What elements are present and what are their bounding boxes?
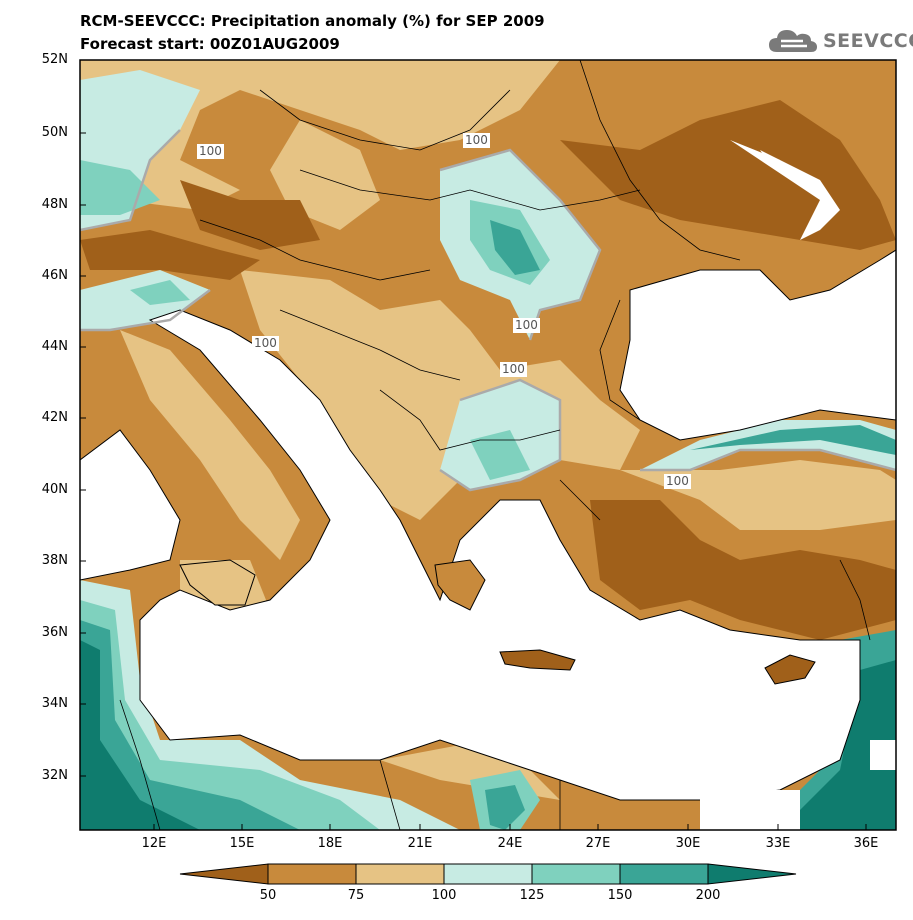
- region-wet: [470, 430, 530, 480]
- colorbar-label: 100: [431, 888, 457, 903]
- region-very-wet: [80, 620, 300, 830]
- contour-label: 100: [513, 318, 540, 333]
- colorbar-label: 50: [259, 888, 277, 903]
- region-slightly-dry: [240, 270, 640, 520]
- contour-label: 100: [197, 144, 224, 159]
- peloponnese: [434, 559, 486, 611]
- region-very-wet: [485, 785, 525, 830]
- colorbar-seg-6: [707, 863, 797, 885]
- map-frame: [79, 59, 897, 831]
- tyrrhenian-sea: [80, 429, 181, 581]
- colorbar-label: 150: [607, 888, 633, 903]
- colorbar-seg-0: [179, 863, 269, 885]
- sicily: [179, 559, 256, 606]
- region-very-dry: [180, 180, 320, 250]
- lat-label: 36N: [41, 625, 68, 640]
- missing-data-patch: [870, 740, 896, 770]
- lon-label: 33E: [765, 836, 791, 851]
- lat-label: 44N: [41, 339, 68, 354]
- region-very-wet: [490, 220, 540, 275]
- lat-label: 32N: [41, 768, 68, 783]
- lat-label: 40N: [41, 482, 68, 497]
- lon-label: 36E: [853, 836, 879, 851]
- lon-label: 21E: [407, 836, 433, 851]
- colorbar-label: 125: [519, 888, 545, 903]
- country-borders: [119, 60, 871, 830]
- lon-label: 27E: [585, 836, 611, 851]
- contour-100: [80, 129, 896, 492]
- region-wet: [80, 600, 380, 830]
- lat-label: 38N: [41, 553, 68, 568]
- logo-text: SEEVCCC: [823, 30, 913, 52]
- region-wet: [80, 160, 160, 215]
- mediterranean-sea: [139, 309, 861, 801]
- colorbar-seg-3: [443, 863, 533, 885]
- region-slightly-dry: [120, 330, 300, 560]
- black-sea: [619, 249, 896, 441]
- lon-label: 24E: [497, 836, 523, 851]
- colorbar-label: 200: [695, 888, 721, 903]
- contour-label: 100: [252, 336, 279, 351]
- contour-label: 100: [664, 474, 691, 489]
- colorbar-seg-5: [619, 863, 709, 885]
- lat-label: 50N: [41, 125, 68, 140]
- colorbar-seg-2: [355, 863, 445, 885]
- missing-data-patch: [760, 150, 780, 165]
- forecast-start-label: Forecast start: 00Z01AUG2009: [80, 35, 340, 53]
- region-very-dry: [560, 100, 896, 250]
- lon-label: 12E: [141, 836, 167, 851]
- axis-ticks: [80, 59, 867, 830]
- region-very-dry: [590, 500, 896, 640]
- cloud-icon: [769, 30, 817, 52]
- missing-data-patch: [730, 140, 840, 240]
- colorbar-label: 75: [347, 888, 365, 903]
- lat-label: 42N: [41, 410, 68, 425]
- region-very-dry: [80, 230, 260, 280]
- contour-label: 100: [463, 133, 490, 148]
- region-wet: [130, 280, 190, 305]
- missing-data-patch: [700, 790, 800, 830]
- lat-label: 52N: [41, 52, 68, 67]
- contour-label: 100: [500, 362, 527, 377]
- colorbar-seg-1: [267, 863, 357, 885]
- region-slightly-dry: [80, 60, 560, 210]
- lon-label: 18E: [317, 836, 343, 851]
- region-extreme-wet: [780, 660, 896, 830]
- cyprus: [764, 654, 816, 685]
- lat-label: 46N: [41, 268, 68, 283]
- lat-label: 48N: [41, 197, 68, 212]
- map-title: RCM-SEEVCCC: Precipitation anomaly (%) f…: [80, 12, 545, 30]
- lat-label: 34N: [41, 696, 68, 711]
- crete: [499, 649, 576, 671]
- colorbar-seg-4: [531, 863, 621, 885]
- region-very-wet: [690, 425, 896, 455]
- region-extreme-wet: [80, 640, 200, 830]
- lon-label: 30E: [675, 836, 701, 851]
- seevccc-logo: SEEVCCC: [767, 26, 913, 56]
- lon-label: 15E: [229, 836, 255, 851]
- colorbar: [179, 863, 797, 885]
